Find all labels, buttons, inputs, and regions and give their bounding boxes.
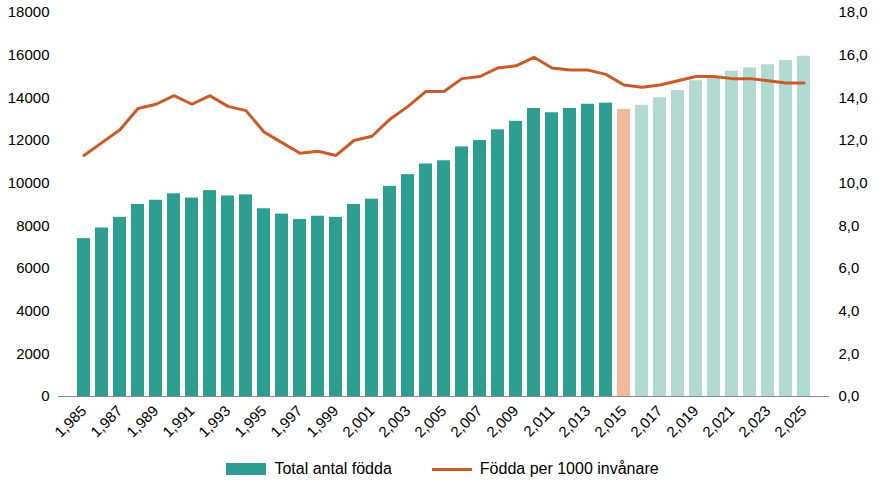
svg-text:8,0: 8,0 xyxy=(839,217,860,234)
svg-text:2,023: 2,023 xyxy=(735,402,774,441)
svg-text:1,999: 1,999 xyxy=(303,402,342,441)
svg-text:8000: 8000 xyxy=(16,217,49,234)
svg-text:2,001: 2,001 xyxy=(339,402,378,441)
svg-text:0,0: 0,0 xyxy=(839,387,860,404)
svg-text:0: 0 xyxy=(41,387,49,404)
svg-text:6000: 6000 xyxy=(16,259,49,276)
svg-text:18,0: 18,0 xyxy=(839,3,868,20)
svg-text:16,0: 16,0 xyxy=(839,46,868,63)
svg-text:2,009: 2,009 xyxy=(483,402,522,441)
svg-text:1,993: 1,993 xyxy=(195,402,234,441)
svg-text:4,0: 4,0 xyxy=(839,302,860,319)
svg-text:10000: 10000 xyxy=(8,174,50,191)
svg-text:1,985: 1,985 xyxy=(51,402,90,441)
svg-text:2,019: 2,019 xyxy=(663,402,702,441)
svg-text:2,005: 2,005 xyxy=(411,402,450,441)
svg-text:2,017: 2,017 xyxy=(627,402,666,441)
svg-text:14000: 14000 xyxy=(8,89,50,106)
svg-text:6,0: 6,0 xyxy=(839,259,860,276)
svg-text:1,989: 1,989 xyxy=(123,402,162,441)
svg-text:1,995: 1,995 xyxy=(231,402,270,441)
svg-text:2,013: 2,013 xyxy=(555,402,594,441)
html-text:Total antal födda: Total antal födda xyxy=(274,460,392,477)
svg-text:1,997: 1,997 xyxy=(267,402,306,441)
html-text:Födda per 1000 invånare: Födda per 1000 invånare xyxy=(479,460,659,477)
svg-text:2,007: 2,007 xyxy=(447,402,486,441)
svg-text:1,987: 1,987 xyxy=(87,402,126,441)
svg-text:2,025: 2,025 xyxy=(771,402,810,441)
svg-text:18000: 18000 xyxy=(8,3,50,20)
svg-text:2,0: 2,0 xyxy=(839,345,860,362)
svg-text:14,0: 14,0 xyxy=(839,89,868,106)
svg-text:16000: 16000 xyxy=(8,46,50,63)
svg-text:12,0: 12,0 xyxy=(839,131,868,148)
svg-text:12000: 12000 xyxy=(8,131,50,148)
svg-text:10,0: 10,0 xyxy=(839,174,868,191)
svg-text:2,011: 2,011 xyxy=(520,402,558,440)
svg-text:2000: 2000 xyxy=(16,345,49,362)
svg-text:4000: 4000 xyxy=(16,302,49,319)
svg-text:2,015: 2,015 xyxy=(591,402,630,441)
svg-text:2,021: 2,021 xyxy=(699,402,738,441)
svg-text:1,991: 1,991 xyxy=(159,402,198,441)
svg-text:2,003: 2,003 xyxy=(375,402,414,441)
